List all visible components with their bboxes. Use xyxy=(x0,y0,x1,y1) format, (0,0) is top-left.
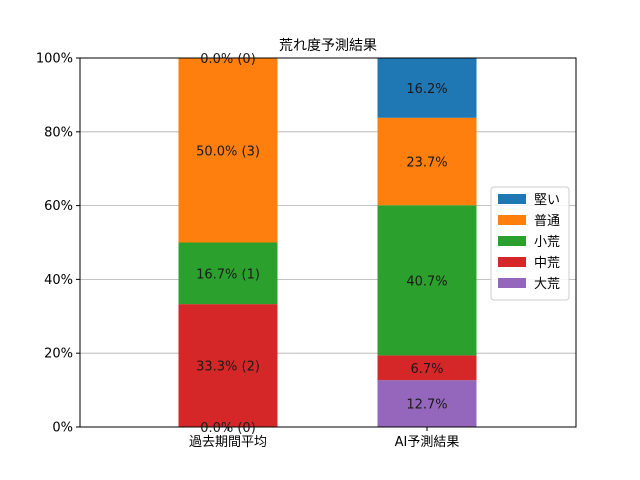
chart-title: 荒れ度予測結果 xyxy=(279,38,377,54)
bar-labels: 0.0% (0) 33.3% (2) 16.7% (1) 50.0% (3) 0.0% … xyxy=(196,52,448,436)
bar-value-label: 16.2% xyxy=(406,82,447,97)
bar-value-label: 23.7% xyxy=(406,156,447,171)
x-tick-label: AI予測結果 xyxy=(395,435,460,450)
legend-label: 中荒 xyxy=(534,256,560,271)
y-axis: 0% 20% 40% 60% 80% 100% xyxy=(36,52,80,436)
legend-swatch xyxy=(498,215,526,225)
bar-value-label: 33.3% (2) xyxy=(196,360,260,375)
legend-swatch xyxy=(498,194,526,204)
y-tick-label: 100% xyxy=(36,52,73,67)
bar-value-label: 0.0% (0) xyxy=(200,421,256,436)
x-axis: 過去期間平均 AI予測結果 xyxy=(189,427,459,450)
y-tick-label: 80% xyxy=(44,125,73,140)
legend-swatch xyxy=(498,257,526,267)
bar-segment xyxy=(377,58,477,118)
y-tick-label: 20% xyxy=(44,347,73,362)
bar-segment xyxy=(377,205,477,356)
bars xyxy=(178,58,477,427)
bar-segment xyxy=(178,242,278,305)
bar-value-label: 16.7% (1) xyxy=(196,267,260,282)
bar-segment xyxy=(377,355,477,381)
legend-label: 大荒 xyxy=(534,277,560,292)
bar-segment xyxy=(178,58,278,243)
bar-value-label: 50.0% (3) xyxy=(196,144,260,159)
bar-segment xyxy=(377,117,477,206)
legend-swatch xyxy=(498,278,526,288)
legend-label: 普通 xyxy=(534,214,560,229)
bar-value-label: 12.7% xyxy=(406,398,447,413)
bar-value-label: 6.7% xyxy=(410,362,443,377)
y-tick-label: 60% xyxy=(44,199,73,214)
y-tick-label: 0% xyxy=(52,421,73,436)
legend-label: 堅い xyxy=(534,193,560,208)
legend-label: 小荒 xyxy=(534,235,560,250)
y-tick-label: 40% xyxy=(44,273,73,288)
bar-value-label: 40.7% xyxy=(406,274,447,289)
bar-segment xyxy=(178,304,278,427)
x-tick-label: 過去期間平均 xyxy=(189,435,267,450)
legend-swatch xyxy=(498,236,526,246)
bar-segment xyxy=(377,380,477,427)
bar-value-label: 0.0% (0) xyxy=(200,52,256,67)
plot-frame xyxy=(79,57,577,428)
